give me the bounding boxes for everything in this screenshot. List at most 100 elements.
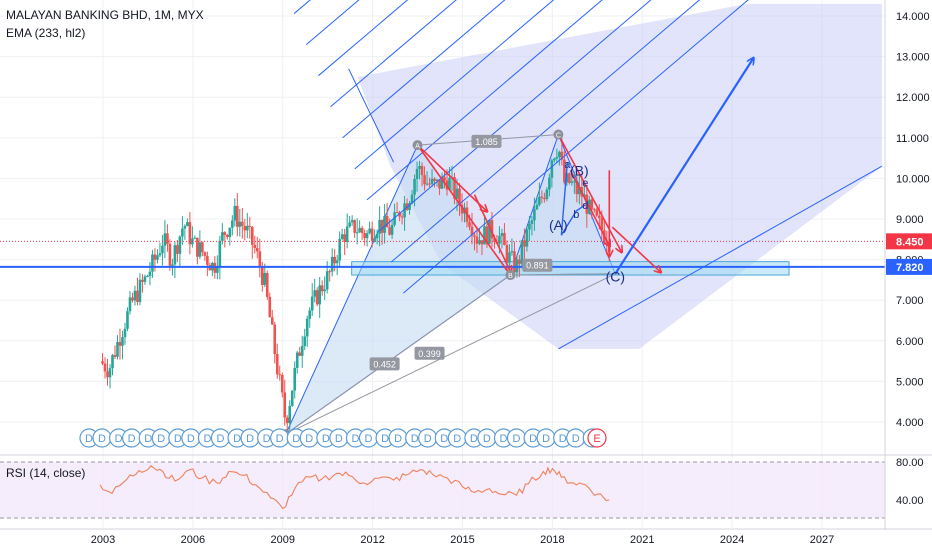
candle-body [348, 222, 351, 227]
candle-body [468, 222, 471, 227]
candle-body [228, 227, 232, 237]
candle-body [310, 296, 314, 311]
candle-body [358, 227, 361, 233]
candle-body [245, 225, 249, 231]
candle-body [390, 224, 394, 235]
ratio-label: 1.085 [475, 137, 498, 147]
dividend-letter: D [263, 433, 271, 445]
dividend-letter: D [276, 433, 284, 445]
time-tick-label: 2021 [630, 534, 654, 546]
time-tick-label: 2015 [450, 534, 474, 546]
candle-body [303, 336, 307, 347]
dividend-letter: D [115, 433, 123, 445]
candle-body [518, 259, 521, 264]
wave-a-arrow [569, 169, 609, 245]
ratio-line-xd [285, 273, 616, 435]
candle-body [273, 324, 277, 355]
candle-body [545, 189, 549, 200]
candle-body [315, 290, 319, 305]
dividend-letter: D [424, 433, 432, 445]
dividend-letter: D [453, 433, 461, 445]
candle-body [116, 341, 119, 357]
candle-body [343, 234, 346, 242]
price-axis[interactable]: 14.00013.00012.00011.00010.0009.0008.000… [884, 0, 932, 530]
candle-body [111, 355, 114, 369]
rsi-tick-label: 80.00 [896, 457, 924, 469]
candle-body [355, 232, 359, 234]
candle-body [333, 256, 336, 264]
candle-body [131, 297, 134, 301]
point-label: A [415, 143, 420, 150]
candle-body [128, 297, 132, 312]
candle-body [455, 188, 459, 199]
dividend-letter: D [128, 433, 136, 445]
abc-arrow-1 [417, 144, 487, 211]
dividend-letter: D [322, 433, 330, 445]
candle-body [500, 233, 504, 237]
support-box [351, 261, 790, 276]
dividend-markers[interactable]: DDDDDDDDDDDDDDDDDDDDDDDDDDDDDDDDDDDE [79, 428, 607, 448]
candle-body [173, 245, 177, 265]
candle-body [553, 158, 556, 161]
candle-body [370, 228, 374, 241]
candle-body [203, 252, 207, 256]
candle-body [248, 225, 252, 228]
candle-body [428, 183, 431, 185]
candle-body [503, 233, 506, 246]
projection-up-arrow [614, 59, 753, 275]
candle-body [241, 221, 244, 227]
candle-body [268, 296, 272, 318]
dividend-letter: D [351, 433, 359, 445]
dividend-letter: D [203, 433, 211, 445]
candle-body [300, 346, 304, 356]
candle-body [443, 177, 446, 181]
dividend-letter: D [364, 433, 372, 445]
candle-body [258, 251, 262, 268]
dividend-letter: D [529, 433, 537, 445]
point-label: C [556, 133, 561, 140]
candle-body [280, 375, 284, 393]
candle-body [375, 233, 379, 239]
candle-body [353, 220, 356, 233]
time-axis[interactable]: 2003 2006 2009 2012 2015 2018 2021 2024 2027 [0, 528, 932, 546]
dividend-letter: D [440, 433, 448, 445]
price-tick-label: 5.000 [896, 376, 924, 388]
candle-body [385, 216, 389, 228]
price-tick-label: 6.000 [896, 336, 924, 348]
candle-body [168, 243, 172, 266]
dividend-letter: D [542, 433, 550, 445]
time-tick-label: 2012 [360, 534, 384, 546]
candle-body [470, 226, 474, 236]
rsi-pane [0, 454, 932, 519]
price-tick-label: 10.000 [896, 173, 930, 185]
candle-body [563, 159, 566, 183]
time-tick-label: 2024 [720, 534, 744, 546]
pitchfork-line [378, 0, 652, 232]
candle-body [136, 290, 139, 302]
wave-sublabel: d [582, 200, 588, 212]
candle-body [103, 363, 107, 372]
earnings-marker[interactable]: E [587, 428, 607, 448]
candle-body [393, 212, 396, 225]
price-tick-label: 12.000 [896, 92, 930, 104]
candle-body [528, 223, 531, 230]
